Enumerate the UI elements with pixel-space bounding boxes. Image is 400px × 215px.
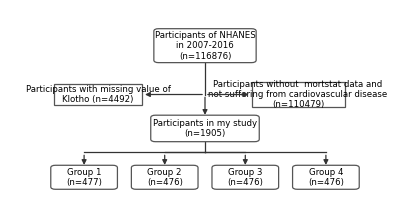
- Text: Group 1
(n=477): Group 1 (n=477): [66, 167, 102, 187]
- FancyBboxPatch shape: [154, 29, 256, 63]
- Text: Participants of NHANES
in 2007-2016
(n=116876): Participants of NHANES in 2007-2016 (n=1…: [155, 31, 255, 61]
- FancyBboxPatch shape: [51, 165, 118, 189]
- Text: Participants with missing value of
Klotho (n=4492): Participants with missing value of Kloth…: [26, 85, 170, 104]
- FancyBboxPatch shape: [54, 84, 142, 105]
- FancyBboxPatch shape: [252, 82, 344, 107]
- Text: Group 2
(n=476): Group 2 (n=476): [147, 167, 183, 187]
- FancyBboxPatch shape: [131, 165, 198, 189]
- FancyBboxPatch shape: [292, 165, 359, 189]
- Text: Participants in my study
(n=1905): Participants in my study (n=1905): [153, 119, 257, 138]
- Text: Participants without  mortstat data and
not suffering from cardiovascular diseas: Participants without mortstat data and n…: [208, 80, 388, 109]
- Text: Group 3
(n=476): Group 3 (n=476): [227, 167, 263, 187]
- FancyBboxPatch shape: [151, 115, 259, 142]
- Text: Group 4
(n=476): Group 4 (n=476): [308, 167, 344, 187]
- FancyBboxPatch shape: [212, 165, 279, 189]
